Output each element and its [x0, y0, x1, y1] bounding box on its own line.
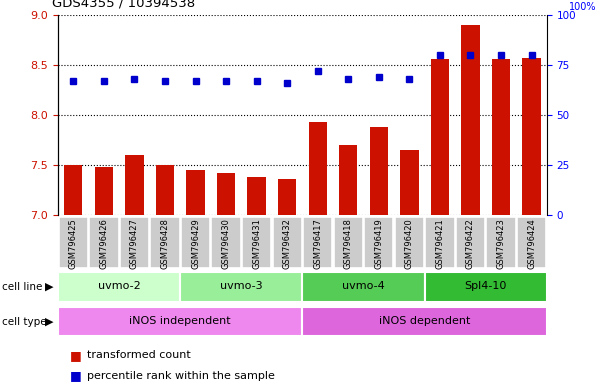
Text: ▶: ▶	[45, 316, 53, 327]
FancyBboxPatch shape	[59, 217, 88, 268]
Text: uvmo-2: uvmo-2	[98, 281, 141, 291]
FancyBboxPatch shape	[120, 217, 149, 268]
Bar	[217, 173, 235, 215]
Bar	[247, 177, 266, 215]
Text: 100%: 100%	[569, 2, 596, 12]
Text: GSM796428: GSM796428	[161, 218, 169, 270]
Bar	[492, 59, 510, 215]
Bar	[400, 150, 419, 215]
Text: GSM796418: GSM796418	[344, 218, 353, 270]
Text: percentile rank within the sample: percentile rank within the sample	[87, 371, 275, 381]
Bar	[125, 155, 144, 215]
FancyBboxPatch shape	[181, 217, 210, 268]
FancyBboxPatch shape	[517, 217, 546, 268]
FancyBboxPatch shape	[211, 217, 241, 268]
FancyBboxPatch shape	[425, 217, 455, 268]
Text: GSM796432: GSM796432	[283, 218, 291, 270]
FancyBboxPatch shape	[334, 217, 363, 268]
Text: GSM796421: GSM796421	[436, 218, 444, 269]
Text: iNOS independent: iNOS independent	[130, 316, 231, 326]
Text: GSM796417: GSM796417	[313, 218, 322, 270]
Text: GSM796425: GSM796425	[69, 218, 78, 269]
Bar	[461, 25, 480, 215]
Bar	[156, 165, 174, 215]
Bar	[278, 179, 296, 215]
FancyBboxPatch shape	[180, 272, 302, 302]
Text: transformed count: transformed count	[87, 350, 191, 360]
Text: GDS4355 / 10394538: GDS4355 / 10394538	[52, 0, 195, 10]
Bar	[339, 145, 357, 215]
FancyBboxPatch shape	[364, 217, 393, 268]
Text: GSM796419: GSM796419	[375, 218, 383, 269]
FancyBboxPatch shape	[58, 307, 302, 336]
Text: GSM796430: GSM796430	[222, 218, 230, 270]
FancyBboxPatch shape	[89, 217, 119, 268]
Text: ▶: ▶	[45, 282, 53, 292]
Text: ■: ■	[70, 349, 82, 362]
Text: cell type: cell type	[2, 316, 46, 327]
Text: iNOS dependent: iNOS dependent	[379, 316, 470, 326]
FancyBboxPatch shape	[273, 217, 302, 268]
Text: GSM796426: GSM796426	[100, 218, 108, 270]
Text: GSM796429: GSM796429	[191, 218, 200, 269]
Text: GSM796422: GSM796422	[466, 218, 475, 269]
Text: uvmo-4: uvmo-4	[342, 281, 385, 291]
Text: uvmo-3: uvmo-3	[220, 281, 263, 291]
Text: GSM796427: GSM796427	[130, 218, 139, 270]
FancyBboxPatch shape	[395, 217, 424, 268]
Text: Spl4-10: Spl4-10	[464, 281, 507, 291]
FancyBboxPatch shape	[303, 217, 332, 268]
FancyBboxPatch shape	[242, 217, 271, 268]
Text: GSM796423: GSM796423	[497, 218, 505, 270]
Bar	[522, 58, 541, 215]
FancyBboxPatch shape	[486, 217, 516, 268]
Bar	[431, 59, 449, 215]
FancyBboxPatch shape	[302, 307, 547, 336]
FancyBboxPatch shape	[150, 217, 180, 268]
Bar	[95, 167, 113, 215]
Text: ■: ■	[70, 369, 82, 382]
Text: GSM796420: GSM796420	[405, 218, 414, 269]
Bar	[370, 127, 388, 215]
FancyBboxPatch shape	[302, 272, 425, 302]
Text: GSM796424: GSM796424	[527, 218, 536, 269]
FancyBboxPatch shape	[58, 272, 180, 302]
FancyBboxPatch shape	[456, 217, 485, 268]
Bar	[186, 170, 205, 215]
FancyBboxPatch shape	[425, 272, 547, 302]
Bar	[309, 122, 327, 215]
Bar	[64, 165, 82, 215]
Text: GSM796431: GSM796431	[252, 218, 261, 270]
Text: cell line: cell line	[2, 282, 42, 292]
